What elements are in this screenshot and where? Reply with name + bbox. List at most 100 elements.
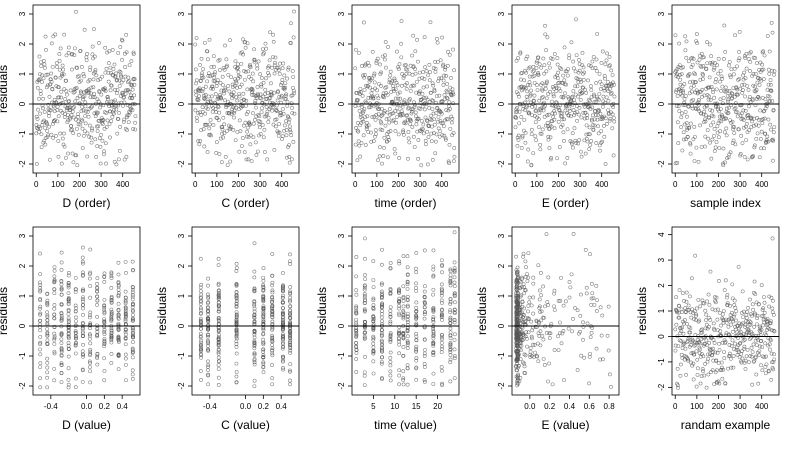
data-point	[130, 87, 135, 92]
data-point	[736, 58, 741, 63]
data-point	[562, 117, 566, 122]
data-point	[234, 261, 239, 266]
data-point	[734, 309, 739, 314]
data-point	[529, 163, 534, 167]
x-tick-label: 0	[193, 180, 198, 189]
data-point	[771, 158, 775, 163]
data-point	[742, 344, 747, 349]
data-point	[84, 58, 89, 63]
data-point	[75, 163, 80, 168]
data-point	[526, 303, 531, 308]
x-tick-label: 400	[595, 180, 609, 189]
data-point	[688, 80, 692, 85]
data-point	[565, 127, 570, 132]
data-point	[760, 68, 764, 72]
data-point	[603, 62, 608, 67]
data-point	[88, 247, 93, 252]
data-point	[380, 247, 384, 252]
y-tick-label: 3	[497, 233, 506, 238]
data-point	[746, 57, 751, 61]
data-point	[766, 117, 771, 122]
x-tick-label: 400	[755, 180, 769, 189]
data-point	[72, 105, 76, 109]
data-point	[531, 98, 536, 103]
data-point	[518, 50, 523, 55]
data-point	[414, 300, 419, 305]
data-point	[225, 111, 230, 115]
data-point	[198, 139, 203, 143]
data-point	[291, 75, 296, 79]
data-point	[686, 104, 691, 109]
data-point	[537, 111, 542, 116]
data-point	[288, 378, 292, 383]
data-point	[388, 69, 393, 74]
data-point	[74, 126, 79, 131]
data-point	[277, 130, 282, 135]
data-point	[687, 91, 692, 96]
data-point	[537, 125, 541, 130]
x-tick-label: 0.4	[276, 402, 288, 411]
data-point	[438, 58, 443, 63]
data-point	[64, 53, 69, 58]
data-point	[765, 134, 770, 139]
data-point	[288, 362, 293, 367]
data-point	[79, 65, 84, 69]
data-point	[541, 56, 546, 61]
data-point	[440, 368, 444, 373]
data-point	[402, 98, 407, 103]
x-tick-label: 0.4	[564, 402, 576, 411]
data-point	[88, 336, 92, 341]
data-point	[232, 108, 237, 113]
data-point	[404, 113, 409, 118]
data-point	[577, 138, 582, 143]
data-point	[216, 263, 221, 268]
data-point	[80, 146, 85, 151]
data-point	[579, 149, 583, 154]
data-point	[449, 120, 454, 125]
data-point	[269, 93, 274, 98]
data-point	[536, 55, 541, 60]
data-point	[741, 108, 746, 113]
y-tick-label: -1	[337, 352, 346, 360]
data-point	[53, 32, 58, 37]
data-point	[288, 124, 292, 129]
data-point	[85, 131, 90, 136]
data-point	[353, 142, 358, 147]
data-point	[585, 104, 590, 109]
data-point	[761, 109, 766, 114]
data-point	[264, 46, 269, 51]
data-point	[55, 119, 60, 124]
data-point	[731, 354, 736, 358]
data-point	[229, 75, 234, 80]
data-point	[728, 75, 733, 80]
data-point	[452, 347, 457, 352]
data-point	[263, 87, 268, 92]
data-point	[747, 360, 751, 365]
data-point	[89, 85, 94, 90]
data-point	[38, 272, 43, 277]
data-point	[102, 332, 107, 337]
data-point	[710, 108, 715, 113]
data-point	[730, 282, 735, 287]
data-point	[680, 148, 685, 153]
data-point	[709, 54, 714, 59]
data-point	[35, 117, 40, 121]
data-point	[209, 133, 213, 138]
data-point	[282, 87, 287, 92]
data-point	[89, 105, 93, 110]
data-point	[762, 116, 767, 121]
data-point	[73, 303, 78, 308]
data-point	[410, 53, 414, 58]
data-point	[573, 69, 578, 74]
data-point	[744, 66, 749, 71]
data-point	[720, 376, 725, 381]
data-point	[692, 124, 697, 129]
data-point	[749, 50, 753, 55]
y-tick-label: 2	[497, 41, 506, 46]
data-point	[238, 129, 243, 134]
data-point	[723, 278, 728, 283]
data-point	[405, 67, 410, 72]
data-point	[59, 337, 64, 342]
data-point	[216, 256, 221, 261]
data-point	[416, 156, 421, 161]
